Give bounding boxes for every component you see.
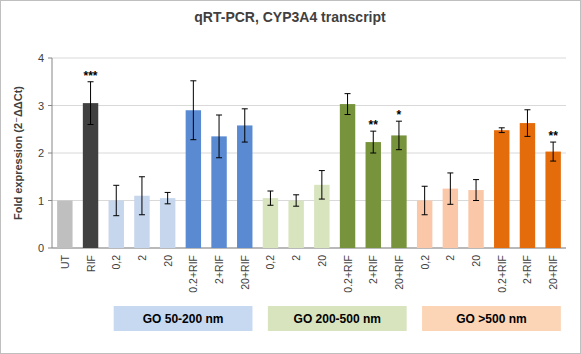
error-bar	[370, 131, 376, 153]
error-bar	[422, 186, 428, 215]
group-box	[422, 306, 561, 331]
y-tick-label: 4	[38, 52, 44, 64]
error-bar	[165, 192, 171, 203]
error-bar	[216, 115, 222, 158]
significance: *	[397, 108, 402, 122]
y-axis	[52, 58, 53, 248]
x-tick-label: 0,2	[419, 255, 431, 270]
x-tick-label: 20	[316, 255, 328, 267]
x-tick-label: 2	[136, 255, 148, 261]
x-tick-label: 20+RIF	[239, 255, 251, 290]
grid-line	[52, 58, 566, 59]
chart-border	[1, 1, 581, 354]
error-bar	[139, 177, 145, 215]
group-label: GO 50-200 nm	[143, 312, 224, 326]
error-bar	[293, 195, 299, 206]
bar	[237, 125, 252, 248]
bar	[520, 123, 535, 248]
error-bar	[473, 180, 479, 201]
error-bar	[319, 171, 325, 200]
error-bar	[242, 109, 248, 142]
x-axis	[52, 248, 566, 249]
bar	[391, 135, 406, 248]
y-tick-label: 0	[38, 242, 44, 254]
error-bar	[190, 81, 196, 140]
x-tick-label: 0.2+RIF	[342, 255, 354, 293]
y-tick	[48, 248, 52, 249]
x-tick-label: 2+RIF	[521, 255, 533, 284]
bars	[57, 81, 561, 248]
y-tick	[48, 58, 52, 59]
bar	[545, 152, 560, 248]
x-tick-label: UT	[59, 254, 71, 269]
bar	[160, 198, 175, 248]
x-tick-label: 0.2+RIF	[187, 255, 199, 293]
significance: **	[548, 129, 558, 143]
y-tick-label: 3	[38, 100, 44, 112]
bar	[494, 130, 509, 248]
error-bar	[345, 94, 351, 115]
grid-line	[52, 200, 566, 201]
error-bar	[88, 82, 94, 125]
y-axis-label: Fold expression (2⁻ΔΔCt)	[12, 86, 24, 220]
x-tick-label: 2	[444, 255, 456, 261]
chart: qRT-PCR, CYP3A4 transcript Fold expressio…	[0, 0, 581, 354]
y-tick	[48, 105, 52, 106]
x-tick-label: 2+RIF	[367, 255, 379, 284]
x-tick-label: 2+RIF	[213, 255, 225, 284]
x-tick-label: 0,2	[264, 255, 276, 270]
group-label: GO >500 nm	[456, 312, 526, 326]
error-bar	[267, 191, 273, 205]
y-tick	[48, 153, 52, 154]
significance: ***	[84, 69, 98, 83]
x-tick-label: 20	[162, 255, 174, 267]
x-tick-label: 2	[290, 255, 302, 261]
error-bar	[550, 142, 556, 161]
error-bar	[447, 173, 453, 204]
title: qRT-PCR, CYP3A4 transcript	[194, 9, 386, 25]
x-tick-label: 0.2+RIF	[496, 255, 508, 293]
x-tick-label: 20+RIF	[393, 255, 405, 290]
x-tick-label: 20	[470, 255, 482, 267]
x-tick-label: RIF	[85, 255, 97, 272]
group-box	[268, 306, 407, 331]
grid-line	[52, 105, 566, 106]
bar	[366, 142, 381, 248]
bar	[288, 201, 303, 249]
bar	[57, 201, 72, 249]
grid-line	[52, 248, 566, 249]
y-tick	[48, 200, 52, 201]
grid-line	[52, 153, 566, 154]
error-bar	[524, 110, 530, 137]
x-tick-label: 0,2	[110, 255, 122, 270]
error-bar	[113, 185, 119, 215]
y-tick-label: 2	[38, 147, 44, 159]
significance: **	[369, 118, 379, 132]
y-tick-label: 1	[38, 195, 44, 207]
group-box	[114, 306, 253, 331]
group-label: GO 200-500 nm	[294, 312, 381, 326]
error-bar	[396, 121, 402, 150]
error-bar	[499, 128, 505, 133]
bar	[340, 104, 355, 248]
x-tick-label: 20+RIF	[547, 255, 559, 290]
